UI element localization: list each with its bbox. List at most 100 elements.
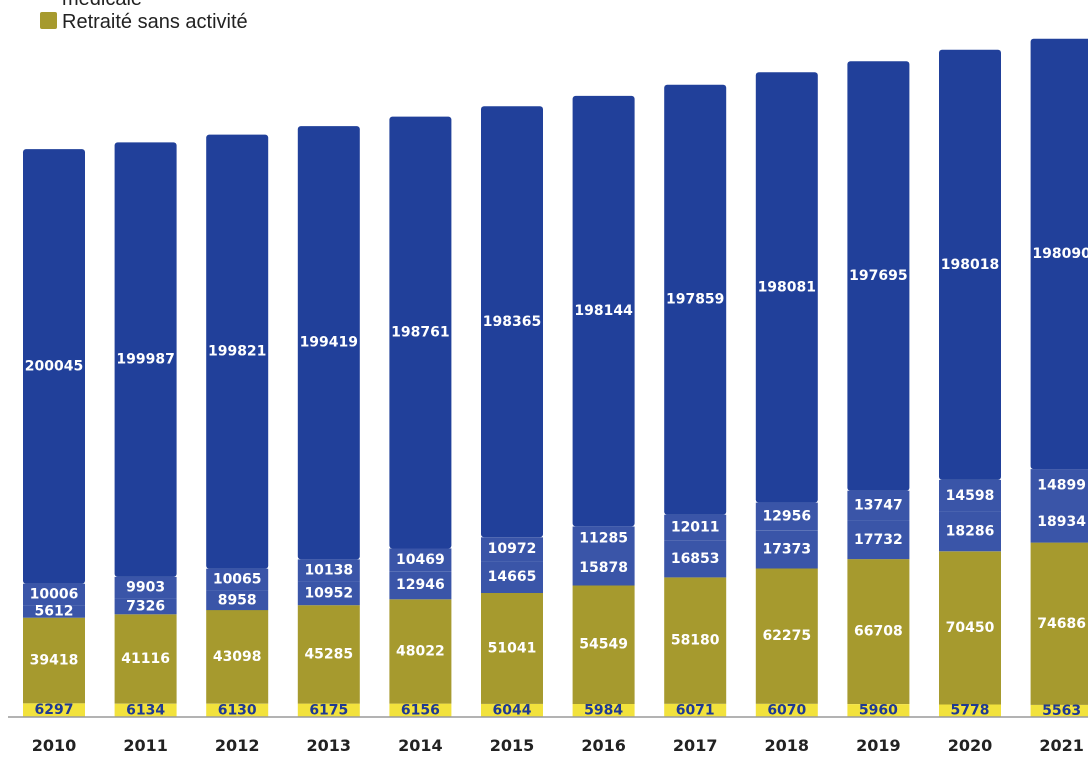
- bar-segment: [572, 704, 635, 717]
- bar-segment: [847, 520, 910, 560]
- bar-segment: [23, 583, 85, 606]
- data-label: 199821: [208, 344, 266, 360]
- x-tick-label: 2017: [673, 736, 718, 755]
- data-label: 18286: [946, 524, 995, 540]
- bar-segment: [23, 617, 85, 704]
- data-label: 6070: [767, 702, 806, 718]
- bar-segment: [664, 703, 727, 717]
- data-label: 10469: [396, 552, 445, 568]
- data-label: 6044: [493, 702, 532, 718]
- bar-segment: [114, 614, 177, 704]
- data-label: 62275: [762, 628, 811, 644]
- bar-segment: [389, 703, 452, 717]
- data-label: 11285: [579, 531, 628, 547]
- bar-segment: [206, 134, 269, 569]
- data-label: 58180: [671, 633, 720, 649]
- data-label: 74686: [1037, 616, 1086, 632]
- data-label: 10006: [30, 587, 79, 603]
- data-label: 51041: [488, 640, 537, 656]
- data-label: 6071: [676, 702, 715, 718]
- bar-segment: [297, 703, 360, 717]
- bar-segment: [206, 568, 269, 591]
- data-label: 10065: [213, 572, 262, 588]
- data-label: 198081: [758, 279, 816, 295]
- bar-segment: [755, 530, 818, 569]
- bar-segment: [389, 548, 452, 572]
- legend: médicale Retraité sans activité: [40, 0, 248, 33]
- bar-segment: [1030, 501, 1088, 543]
- bar-segment: [664, 84, 727, 515]
- data-label: 14598: [946, 488, 995, 504]
- data-label: 5984: [584, 703, 623, 719]
- data-label: 6175: [309, 702, 348, 718]
- data-label: 198365: [483, 314, 541, 330]
- x-tick-label: 2015: [490, 736, 535, 755]
- bar-segment: [755, 72, 818, 503]
- data-label: 41116: [121, 651, 170, 667]
- legend-label-medicale: médicale: [62, 0, 142, 10]
- bar-segment: [755, 703, 818, 717]
- data-label: 10138: [304, 562, 353, 578]
- bar-segment: [389, 599, 452, 704]
- bar-segment: [1030, 542, 1088, 705]
- bar-segment: [572, 585, 635, 704]
- x-tick-label: 2021: [1039, 736, 1084, 755]
- data-label: 198090: [1032, 246, 1088, 262]
- bar-segment: [755, 502, 818, 531]
- data-label: 10972: [488, 541, 537, 557]
- x-tick-label: 2012: [215, 736, 260, 755]
- x-tick-label: 2011: [123, 736, 168, 755]
- bar-segment: [297, 581, 360, 606]
- bar-segment: [206, 610, 269, 704]
- x-tick-label: 2013: [307, 736, 352, 755]
- data-label: 66708: [854, 624, 903, 640]
- bar-segment: [297, 559, 360, 582]
- data-label: 198144: [574, 303, 633, 319]
- data-label: 5563: [1042, 703, 1081, 719]
- legend-label-retraite: Retraité sans activité: [62, 11, 248, 33]
- data-label: 10952: [304, 585, 353, 601]
- data-label: 6134: [126, 702, 165, 718]
- data-label: 6297: [35, 702, 74, 718]
- data-label: 17373: [762, 542, 811, 558]
- bar-segment: [664, 514, 727, 541]
- data-label: 13747: [854, 498, 903, 514]
- data-label: 70450: [946, 620, 995, 636]
- legend-swatch-retraite: [40, 12, 57, 29]
- data-label: 5960: [859, 703, 898, 719]
- data-label: 48022: [396, 644, 445, 660]
- data-label: 9903: [126, 580, 165, 596]
- bar-segment: [389, 571, 452, 600]
- bar-segment: [23, 149, 85, 584]
- bar-segment: [1030, 469, 1088, 502]
- data-label: 12946: [396, 577, 445, 593]
- data-label: 17732: [854, 532, 903, 548]
- data-label: 12011: [671, 520, 720, 536]
- x-axis-ticks: 2010 2011 2012 2013 2014 2015 2016 2017 2018 2019…: [32, 736, 1084, 755]
- bar-segment: [481, 703, 543, 717]
- data-label: 7326: [126, 598, 165, 614]
- data-label: 200045: [25, 358, 83, 374]
- bar-segment: [114, 703, 177, 717]
- data-label: 198018: [941, 257, 999, 273]
- data-label: 54549: [579, 637, 628, 653]
- data-label: 198761: [391, 325, 449, 341]
- data-label: 197859: [666, 292, 724, 308]
- bar-segment: [206, 703, 269, 717]
- bar-segment: [572, 95, 635, 527]
- bar-segment: [297, 605, 360, 704]
- data-label: 6156: [401, 702, 440, 718]
- data-label: 18934: [1037, 514, 1086, 530]
- data-label: 14899: [1037, 477, 1086, 493]
- data-label: 16853: [671, 551, 720, 567]
- x-tick-label: 2018: [765, 736, 810, 755]
- bar-segment: [939, 511, 1001, 552]
- bar-segment: [23, 605, 85, 618]
- bar-segment: [664, 577, 727, 704]
- data-label: 8958: [218, 592, 257, 608]
- data-label: 197695: [849, 268, 907, 284]
- data-label: 39418: [30, 653, 79, 669]
- bar-segment: [23, 703, 85, 717]
